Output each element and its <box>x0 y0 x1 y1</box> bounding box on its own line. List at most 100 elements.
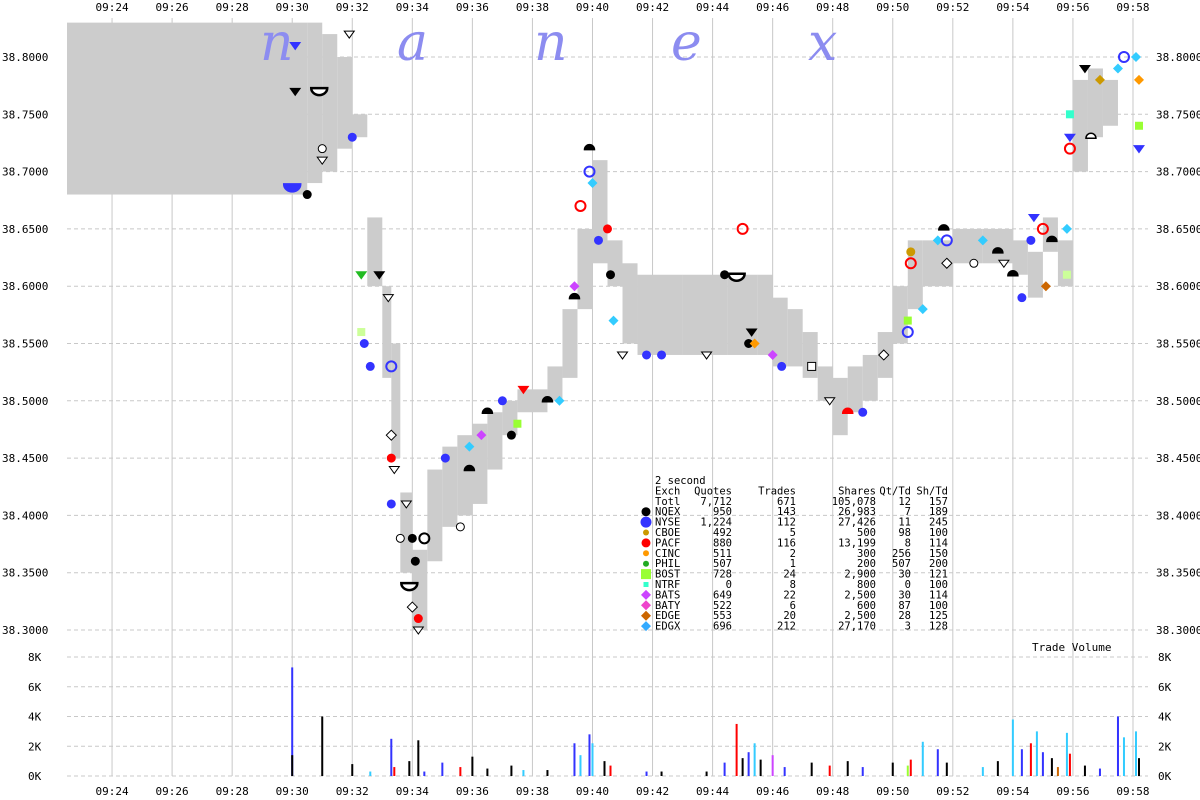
volume-bar <box>705 771 708 776</box>
x-tick-label-top: 09:26 <box>156 1 189 14</box>
trade-marker <box>517 385 530 395</box>
volume-bar <box>828 765 831 776</box>
trade-marker <box>373 271 386 280</box>
trade-marker <box>878 349 890 361</box>
x-tick-label-bottom: 09:24 <box>95 785 128 798</box>
trade-marker <box>1112 63 1123 74</box>
volume-panel-title: Trade Volume <box>1032 641 1111 654</box>
table-cell: 87 <box>898 600 911 612</box>
trade-marker <box>481 407 494 415</box>
trade-marker <box>574 199 587 212</box>
nbbo-range-segment <box>832 377 848 436</box>
x-tick-label-bottom: 09:54 <box>996 785 1029 798</box>
volume-bar <box>522 770 525 776</box>
table-cell: 507 <box>892 558 911 570</box>
table-row-marker <box>643 529 649 536</box>
trade-marker <box>309 86 329 97</box>
y-tick-label-right: 38.4000 <box>1156 509 1200 522</box>
y-tick-label-left: 38.5500 <box>2 338 48 351</box>
volume-bar <box>891 762 894 776</box>
volume-bar <box>369 771 372 776</box>
trade-marker <box>938 224 950 231</box>
trade-marker <box>412 626 425 635</box>
y-tick-label-right: 38.5500 <box>1156 338 1200 351</box>
trade-marker <box>289 42 302 51</box>
table-row-marker <box>641 600 651 611</box>
y-tick-label-right: 38.8000 <box>1156 51 1200 64</box>
y-tick-label-right: 38.7500 <box>1156 108 1200 121</box>
volume-tick-label-right: 6K <box>1158 681 1172 694</box>
table-cell: 2,500 <box>844 610 876 622</box>
y-tick-label-left: 38.7000 <box>2 166 48 179</box>
table-cell: PACF <box>655 537 680 549</box>
table-row-marker <box>641 610 651 621</box>
x-tick-label-top: 09:50 <box>876 1 909 14</box>
nbbo-range-segment <box>1102 79 1118 126</box>
y-tick-label-right: 38.7000 <box>1156 166 1200 179</box>
x-tick-label-bottom: 09:26 <box>156 785 189 798</box>
trade-marker <box>904 257 917 270</box>
nbbo-range-segment <box>1087 68 1103 138</box>
volume-bar <box>981 767 984 776</box>
trade-marker <box>1078 64 1091 74</box>
trade-marker <box>901 326 914 339</box>
y-tick-label-left: 38.5000 <box>2 395 48 408</box>
volume-tick-label-left: 4K <box>28 711 42 724</box>
table-cell: 100 <box>929 579 948 591</box>
table-cell: 112 <box>777 517 796 529</box>
x-tick-label-bottom: 09:46 <box>756 785 789 798</box>
nbbo-range-segment <box>1057 240 1073 287</box>
x-tick-label-bottom: 09:58 <box>1116 785 1149 798</box>
trade-marker <box>407 533 417 543</box>
trade-marker <box>700 351 713 360</box>
table-cell: 13,199 <box>838 537 876 549</box>
trade-marker <box>1007 270 1019 277</box>
table-cell: 28 <box>898 610 911 622</box>
trade-marker <box>476 430 487 441</box>
table-cell: NTRF <box>655 579 680 591</box>
volume-bar <box>1068 753 1071 776</box>
table-row-marker <box>643 560 649 567</box>
volume-bar <box>1011 719 1014 776</box>
x-tick-label-bottom: 09:30 <box>276 785 309 798</box>
trade-marker <box>616 351 629 360</box>
nbbo-range-segment <box>517 389 533 413</box>
trade-marker <box>969 258 979 268</box>
table-cell: 26,983 <box>838 506 876 518</box>
table-cell: 8 <box>790 579 796 591</box>
table-cell: 212 <box>777 621 796 633</box>
nbbo-range-segment <box>1012 240 1028 275</box>
y-tick-label-left: 38.6000 <box>2 280 48 293</box>
table-cell: 2 <box>790 548 796 560</box>
table-cell: 553 <box>713 610 732 622</box>
trade-marker <box>1036 222 1049 235</box>
x-tick-label-top: 09:36 <box>456 1 489 14</box>
nbbo-range-segment <box>502 400 518 436</box>
x-tick-label-top: 09:54 <box>996 1 1029 14</box>
volume-bar <box>1134 731 1137 776</box>
trade-marker <box>858 407 868 417</box>
volume-tick-label-left: 6K <box>28 681 42 694</box>
volume-tick-label-right: 4K <box>1158 711 1172 724</box>
trade-marker <box>357 328 366 337</box>
table-header-shares: Shares <box>838 485 876 497</box>
trade-marker <box>343 30 356 39</box>
table-interval-label: 2 second <box>655 475 706 487</box>
trade-marker <box>440 453 450 463</box>
table-header-trades: Trades <box>758 485 796 497</box>
nbbo-range-segment <box>322 34 338 172</box>
volume-bar <box>579 755 582 776</box>
table-cell: 5 <box>790 527 796 539</box>
table-cell: 696 <box>713 621 732 633</box>
table-cell: 0 <box>905 579 911 591</box>
nbbo-range-segment <box>862 354 878 401</box>
trade-marker <box>382 294 395 303</box>
trade-marker <box>1117 51 1130 63</box>
volume-bar <box>1098 768 1101 776</box>
x-tick-label-bottom: 09:42 <box>636 785 669 798</box>
x-tick-label-top: 09:48 <box>816 1 849 14</box>
table-cell: 143 <box>777 506 796 518</box>
trade-marker <box>497 396 507 406</box>
nbbo-range-segment <box>952 228 983 264</box>
